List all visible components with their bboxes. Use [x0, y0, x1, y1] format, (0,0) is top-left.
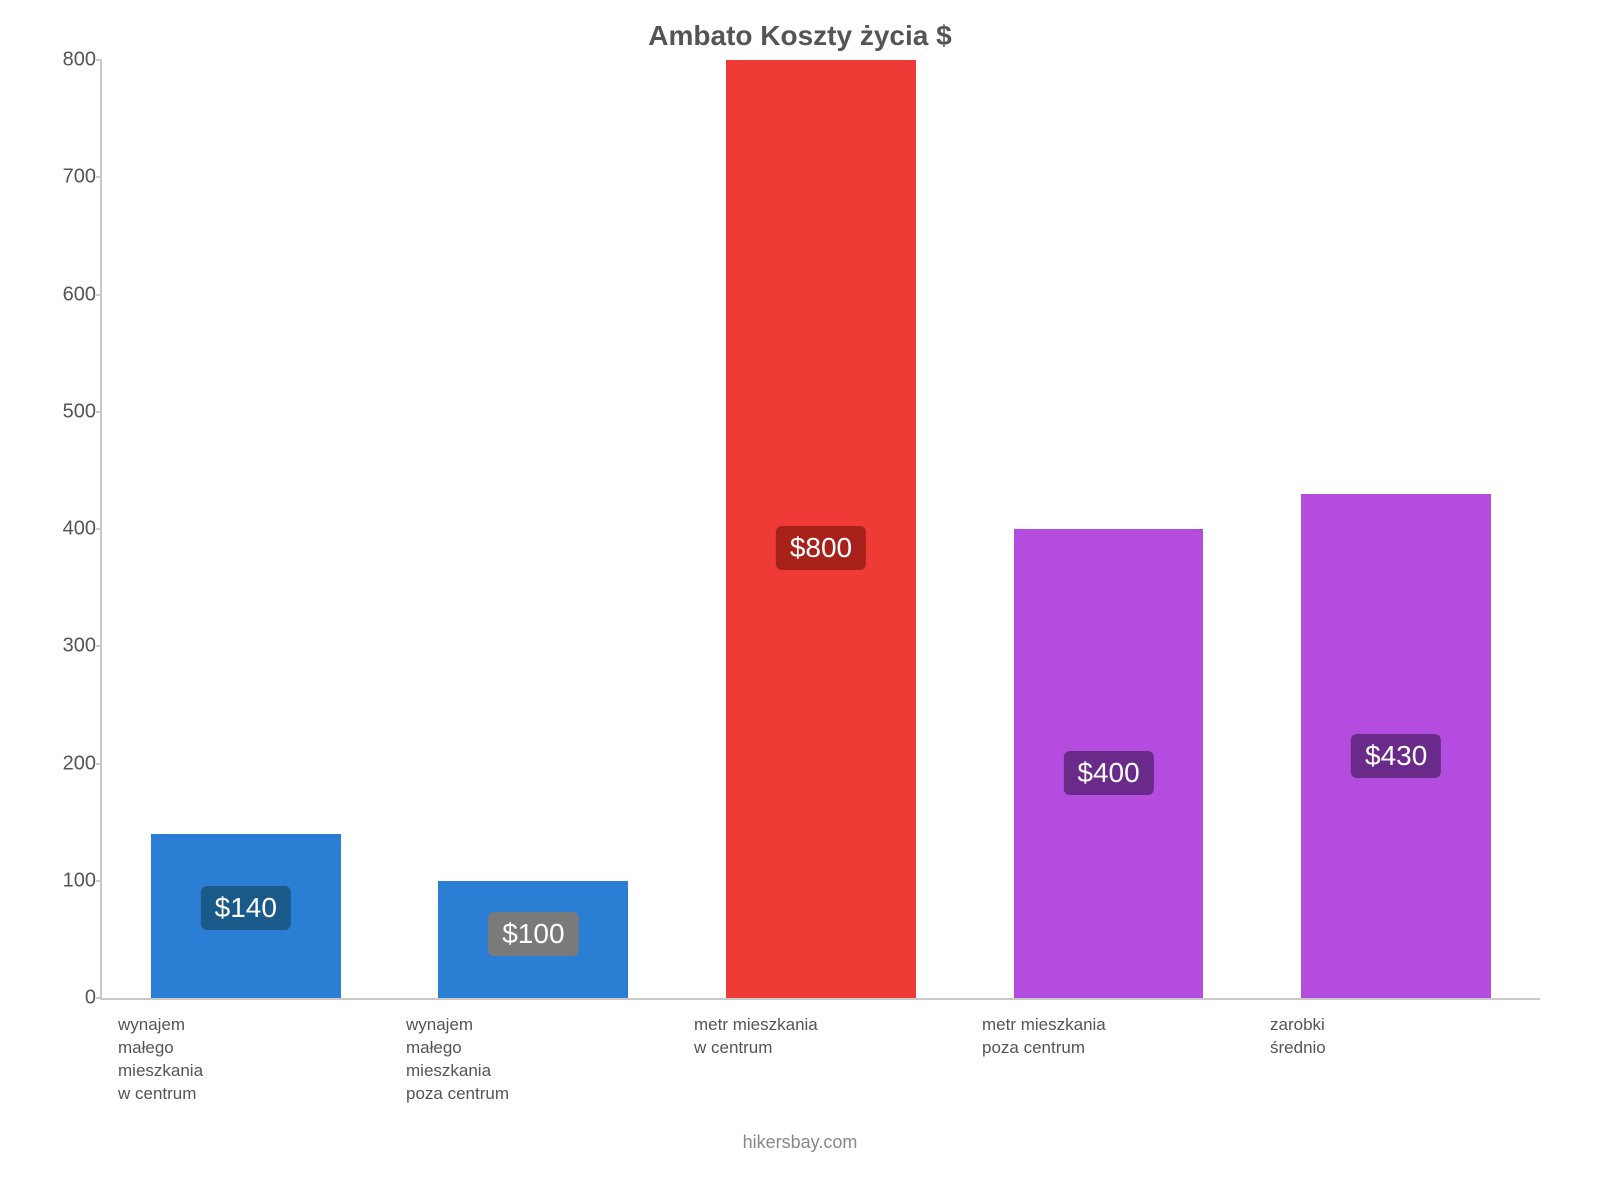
plot-area: $140$100$800$400$430 0100200300400500600…: [100, 60, 1540, 1000]
bar: $400: [1014, 529, 1204, 998]
x-label-slot: zarobki średnio: [1252, 1014, 1540, 1106]
y-tick-mark: [96, 176, 102, 178]
y-tick-label: 600: [52, 283, 96, 306]
bar: $100: [438, 881, 628, 998]
bar: $430: [1301, 494, 1491, 998]
bar: $140: [151, 834, 341, 998]
chart-container: Ambato Koszty życia $ $140 $100 $800 $400 $4…: [0, 0, 1600, 1200]
y-tick-label: 800: [52, 49, 96, 72]
bar-value-label: $800: [776, 526, 866, 570]
y-tick-label: 500: [52, 400, 96, 423]
x-axis-label: zarobki średnio: [1270, 1014, 1522, 1060]
y-tick-label: 0: [52, 987, 96, 1010]
x-axis-labels: wynajem małego mieszkania w centrum wynaj…: [100, 1014, 1540, 1106]
y-tick-mark: [96, 294, 102, 296]
x-axis-label: metr mieszkania poza centrum: [982, 1014, 1234, 1060]
bar-value-label: $100: [488, 912, 578, 956]
bar-value-label: $140: [201, 886, 291, 930]
bar: $800: [726, 60, 916, 998]
y-tick-mark: [96, 763, 102, 765]
x-label-slot: metr mieszkania w centrum: [676, 1014, 964, 1106]
bar-slot: $800: [677, 60, 965, 998]
bar-slot: $400: [965, 60, 1253, 998]
y-tick-mark: [96, 645, 102, 647]
bars-row: $140 $100 $800 $400 $430: [102, 60, 1540, 998]
x-label-slot: metr mieszkania poza centrum: [964, 1014, 1252, 1106]
y-tick-mark: [96, 411, 102, 413]
x-axis-label: wynajem małego mieszkania w centrum: [118, 1014, 370, 1106]
bar-value-label: $430: [1351, 734, 1441, 778]
bar-slot: $430: [1252, 60, 1540, 998]
bar-slot: $100: [390, 60, 678, 998]
bar-slot: $140: [102, 60, 390, 998]
y-tick-label: 700: [52, 166, 96, 189]
y-tick-mark: [96, 997, 102, 999]
y-tick-mark: [96, 880, 102, 882]
y-tick-mark: [96, 528, 102, 530]
y-tick-label: 400: [52, 518, 96, 541]
y-tick-mark: [96, 59, 102, 61]
x-label-slot: wynajem małego mieszkania w centrum: [100, 1014, 388, 1106]
x-label-slot: wynajem małego mieszkania poza centrum: [388, 1014, 676, 1106]
y-tick-label: 300: [52, 635, 96, 658]
chart-footer: hikersbay.com: [40, 1132, 1560, 1153]
chart-title: Ambato Koszty życia $: [40, 20, 1560, 52]
y-tick-label: 200: [52, 752, 96, 775]
x-axis-label: wynajem małego mieszkania poza centrum: [406, 1014, 658, 1106]
bar-value-label: $400: [1063, 751, 1153, 795]
x-axis-label: metr mieszkania w centrum: [694, 1014, 946, 1060]
y-tick-label: 100: [52, 869, 96, 892]
